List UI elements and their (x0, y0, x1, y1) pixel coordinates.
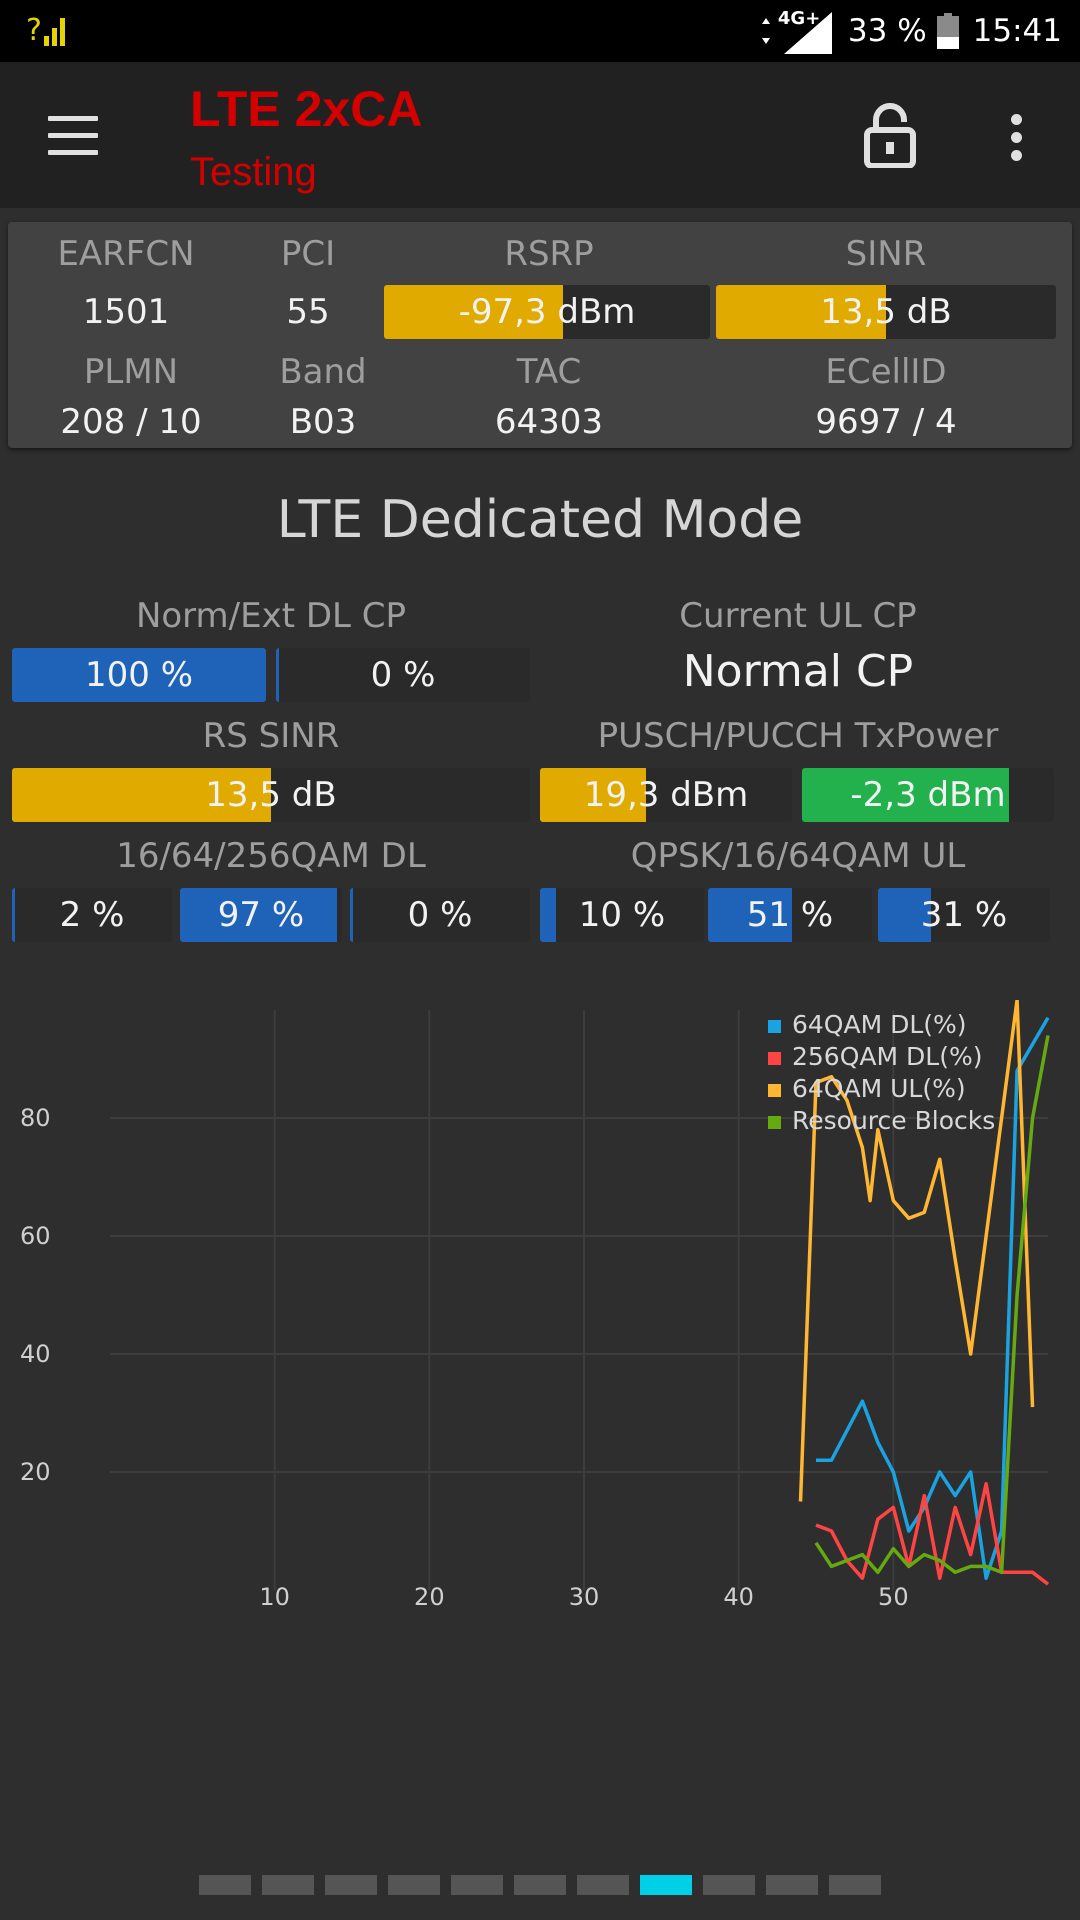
pusch-power-bar: 19,3 dBm (540, 768, 792, 822)
plmn-value: 208 / 10 (60, 402, 202, 442)
unlock-icon[interactable] (862, 102, 918, 168)
ecellid-label: ECellID (825, 352, 947, 392)
pci-value: 55 (286, 292, 330, 332)
txpower-label: PUSCH/PUCCH TxPower (597, 716, 999, 756)
band-value: B03 (289, 402, 357, 442)
series-line-1 (815, 1482, 1050, 1586)
page-dot[interactable] (703, 1875, 755, 1895)
dl-cp-extended-value: 0 % (370, 655, 436, 695)
x-tick-label: 20 (414, 1583, 445, 1611)
pucch-power-bar: -2,3 dBm (802, 768, 1054, 822)
app-subtitle: Testing (190, 150, 317, 194)
legend-label: 64QAM UL(%) (792, 1074, 966, 1103)
ul-cp-value: Normal CP (682, 646, 914, 697)
section-title: LTE Dedicated Mode (276, 490, 804, 550)
band-label: Band (279, 352, 367, 392)
rs-sinr-label: RS SINR (202, 716, 340, 756)
mobile-data-icon: 4G+ (754, 6, 834, 56)
rsrp-label: RSRP (504, 234, 594, 274)
series-line-0 (816, 1016, 1050, 1580)
app-bar: LTE 2xCA Testing (0, 62, 1080, 208)
qam64-dl-bar: 97 % (180, 888, 342, 942)
page-dot[interactable] (829, 1875, 881, 1895)
page-dot[interactable] (514, 1875, 566, 1895)
qam256-dl-bar: 0 % (350, 888, 530, 942)
y-tick-label: 60 (20, 1222, 51, 1250)
series-line-2 (798, 1000, 1035, 1502)
modulation-history-chart: 10 20 30 40 50 20 40 60 80 64QAM DL(%) 256QAM DL(%… (20, 1000, 1050, 1611)
status-bar: ? 4G+ 33 % 15:41 (0, 0, 1080, 62)
qam16-dl-value: 2 % (59, 895, 125, 935)
page-dot[interactable] (451, 1875, 503, 1895)
cell-info-card: EARFCN PCI RSRP SINR 1501 55 -97,3 dBm 1… (8, 222, 1072, 448)
qam-ul-label: QPSK/16/64QAM UL (630, 836, 966, 876)
y-tick-label: 80 (20, 1104, 51, 1132)
dl-cp-normal-bar: 100 % (12, 648, 266, 702)
x-tick-label: 10 (259, 1583, 290, 1611)
pci-label: PCI (280, 234, 336, 274)
battery-percent: 33 % (847, 13, 927, 49)
page-dot[interactable] (766, 1875, 818, 1895)
sinr-bar: 13,5 dB (716, 285, 1056, 339)
pucch-power-value: -2,3 dBm (850, 775, 1006, 815)
legend-label: 256QAM DL(%) (792, 1042, 982, 1071)
legend-label: Resource Blocks (792, 1106, 995, 1135)
battery-icon (936, 13, 959, 49)
plmn-label: PLMN (83, 352, 179, 392)
ecellid-value: 9697 / 4 (815, 402, 957, 442)
page-dot-active[interactable] (640, 1875, 692, 1895)
legend-swatch (768, 1020, 781, 1033)
rsrp-value: -97,3 dBm (458, 292, 636, 332)
y-tick-label: 40 (20, 1340, 51, 1368)
page-indicator (0, 1875, 1080, 1895)
svg-text:?: ? (26, 13, 42, 48)
qpsk-ul-bar: 10 % (540, 888, 704, 942)
qam64-dl-value: 97 % (217, 895, 305, 935)
sinr-label: SINR (845, 234, 927, 274)
x-tick-label: 30 (569, 1583, 600, 1611)
rs-sinr-bar: 13,5 dB (12, 768, 530, 822)
qam16-dl-bar: 2 % (12, 888, 172, 942)
qam256-dl-value: 0 % (407, 895, 473, 935)
page-dot[interactable] (262, 1875, 314, 1895)
page-dot[interactable] (388, 1875, 440, 1895)
earfcn-label: EARFCN (57, 234, 195, 274)
qam-dl-label: 16/64/256QAM DL (116, 836, 426, 876)
series-line-3 (814, 1035, 1050, 1575)
legend-swatch (768, 1052, 781, 1065)
pusch-power-value: 19,3 dBm (583, 775, 749, 815)
legend-label: 64QAM DL(%) (792, 1010, 967, 1039)
legend-swatch (768, 1116, 781, 1129)
qam64-ul-value: 31 % (920, 895, 1008, 935)
sinr-value: 13,5 dB (820, 292, 952, 332)
tac-value: 64303 (494, 402, 604, 442)
qpsk-ul-value: 10 % (578, 895, 666, 935)
qam16-ul-value: 51 % (746, 895, 834, 935)
signal-strength-icon: ? (26, 13, 65, 48)
rsrp-bar: -97,3 dBm (384, 285, 710, 339)
legend-swatch (768, 1084, 781, 1097)
qam16-ul-bar: 51 % (708, 888, 872, 942)
clock: 15:41 (972, 13, 1062, 49)
dl-cp-normal-value: 100 % (84, 655, 193, 695)
dl-cp-label: Norm/Ext DL CP (135, 596, 407, 636)
overflow-menu-icon[interactable] (1000, 114, 1032, 164)
qam64-ul-bar: 31 % (878, 888, 1050, 942)
x-tick-label: 40 (723, 1583, 754, 1611)
earfcn-value: 1501 (82, 292, 170, 332)
tac-label: TAC (516, 352, 582, 392)
ul-cp-label: Current UL CP (679, 596, 917, 636)
menu-icon[interactable] (48, 116, 98, 156)
y-tick-label: 20 (20, 1458, 51, 1486)
app-title: LTE 2xCA (190, 81, 423, 137)
dl-cp-extended-bar: 0 % (276, 648, 530, 702)
x-tick-label: 50 (878, 1583, 909, 1611)
page-dot[interactable] (199, 1875, 251, 1895)
page-dot[interactable] (325, 1875, 377, 1895)
page-dot[interactable] (577, 1875, 629, 1895)
rs-sinr-value: 13,5 dB (205, 775, 337, 815)
network-type-label: 4G+ (777, 8, 821, 29)
